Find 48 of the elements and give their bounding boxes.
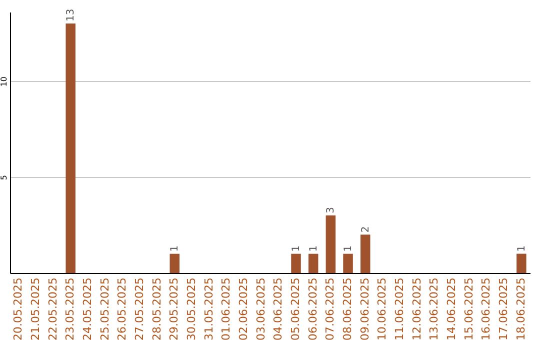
data-label: 1 (308, 245, 320, 252)
x-tick-label: 03.06.2025 (254, 278, 268, 340)
x-tick-label: 24.05.2025 (80, 278, 94, 340)
data-label: 13 (66, 8, 77, 22)
y-tick-label: 10 (0, 76, 8, 87)
bar (326, 215, 336, 273)
bar (66, 24, 76, 273)
x-tick-label: 27.05.2025 (132, 278, 146, 340)
x-tick-label: 02.06.2025 (236, 278, 250, 340)
x-tick-label: 09.06.2025 (358, 278, 372, 340)
x-tick-label: 06.06.2025 (306, 278, 320, 340)
bar (360, 234, 370, 273)
x-tick-label: 01.06.2025 (220, 278, 233, 340)
x-tick-label: 17.06.2025 (497, 278, 510, 340)
data-label: 3 (326, 207, 337, 214)
x-tick-label: 13.06.2025 (428, 278, 441, 340)
x-tick-label: 16.06.2025 (480, 278, 493, 340)
x-tick-label: 23.05.2025 (64, 278, 77, 340)
x-tick-label: 05.06.2025 (289, 278, 302, 340)
data-label: 2 (360, 226, 372, 233)
x-tick-label: 11.06.2025 (393, 278, 406, 340)
data-label: 1 (343, 245, 354, 252)
x-tick-label: 20.05.2025 (12, 278, 25, 340)
x-tick-label: 21.05.2025 (28, 278, 42, 340)
x-tick-label: 08.06.2025 (341, 278, 354, 340)
x-tick-label: 10.06.2025 (376, 278, 389, 340)
x-tick-label: 15.06.2025 (462, 278, 476, 340)
data-label: 1 (291, 245, 302, 252)
x-tick-label: 30.05.2025 (184, 278, 198, 340)
data-label: 1 (170, 245, 181, 252)
bar (516, 254, 526, 273)
x-tick-label: 31.05.2025 (202, 278, 216, 340)
x-tick-label: 28.05.2025 (150, 278, 164, 340)
y-tick-label: 5 (0, 174, 8, 180)
x-tick-label: 04.06.2025 (272, 278, 285, 340)
x-tick-label: 29.05.2025 (168, 278, 181, 340)
x-tick-label: 07.06.2025 (324, 278, 337, 340)
x-tick-label: 26.05.2025 (116, 278, 129, 340)
bar (343, 254, 353, 273)
bar (170, 254, 180, 273)
x-tick-label: 14.06.2025 (445, 278, 458, 340)
bar (308, 254, 318, 273)
x-tick-label: 25.05.2025 (98, 278, 112, 340)
x-tick-label: 12.06.2025 (410, 278, 424, 340)
x-tick-label: 18.06.2025 (514, 278, 528, 340)
data-label: 1 (516, 245, 528, 252)
bar (291, 254, 301, 273)
x-tick-label: 22.05.2025 (46, 278, 60, 340)
